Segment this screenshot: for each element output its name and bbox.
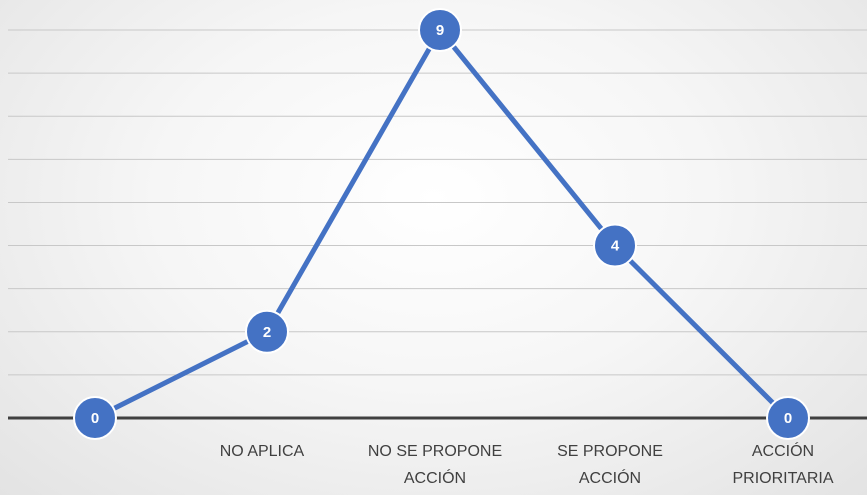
tick-label: PRIORITARIA — [732, 470, 833, 487]
tick-label: ACCIÓN — [752, 441, 814, 460]
data-point — [593, 223, 637, 268]
tick-label: NO APLICA — [220, 443, 305, 460]
tick-label: ACCIÓN — [579, 468, 641, 487]
series-layer — [92, 27, 791, 421]
data-point — [766, 396, 810, 440]
gridlines — [8, 29, 867, 420]
data-label: 2 — [263, 324, 271, 341]
tick-label: SE PROPONE — [557, 443, 663, 460]
series-line — [92, 27, 791, 421]
data-label: 4 — [611, 238, 620, 255]
data-label: 0 — [784, 410, 792, 427]
x-axis-tick-labels: NO APLICA NO SE PROPONE ACCIÓN SE PROPONE AC… — [220, 441, 834, 487]
data-point — [73, 396, 117, 440]
data-points: 0 2 9 4 0 — [73, 8, 810, 440]
tick-label: ACCIÓN — [404, 468, 466, 487]
data-point — [418, 8, 462, 52]
data-label: 9 — [436, 22, 444, 39]
data-label: 0 — [91, 410, 99, 427]
data-point — [245, 309, 289, 354]
tick-label: NO SE PROPONE — [368, 443, 502, 460]
